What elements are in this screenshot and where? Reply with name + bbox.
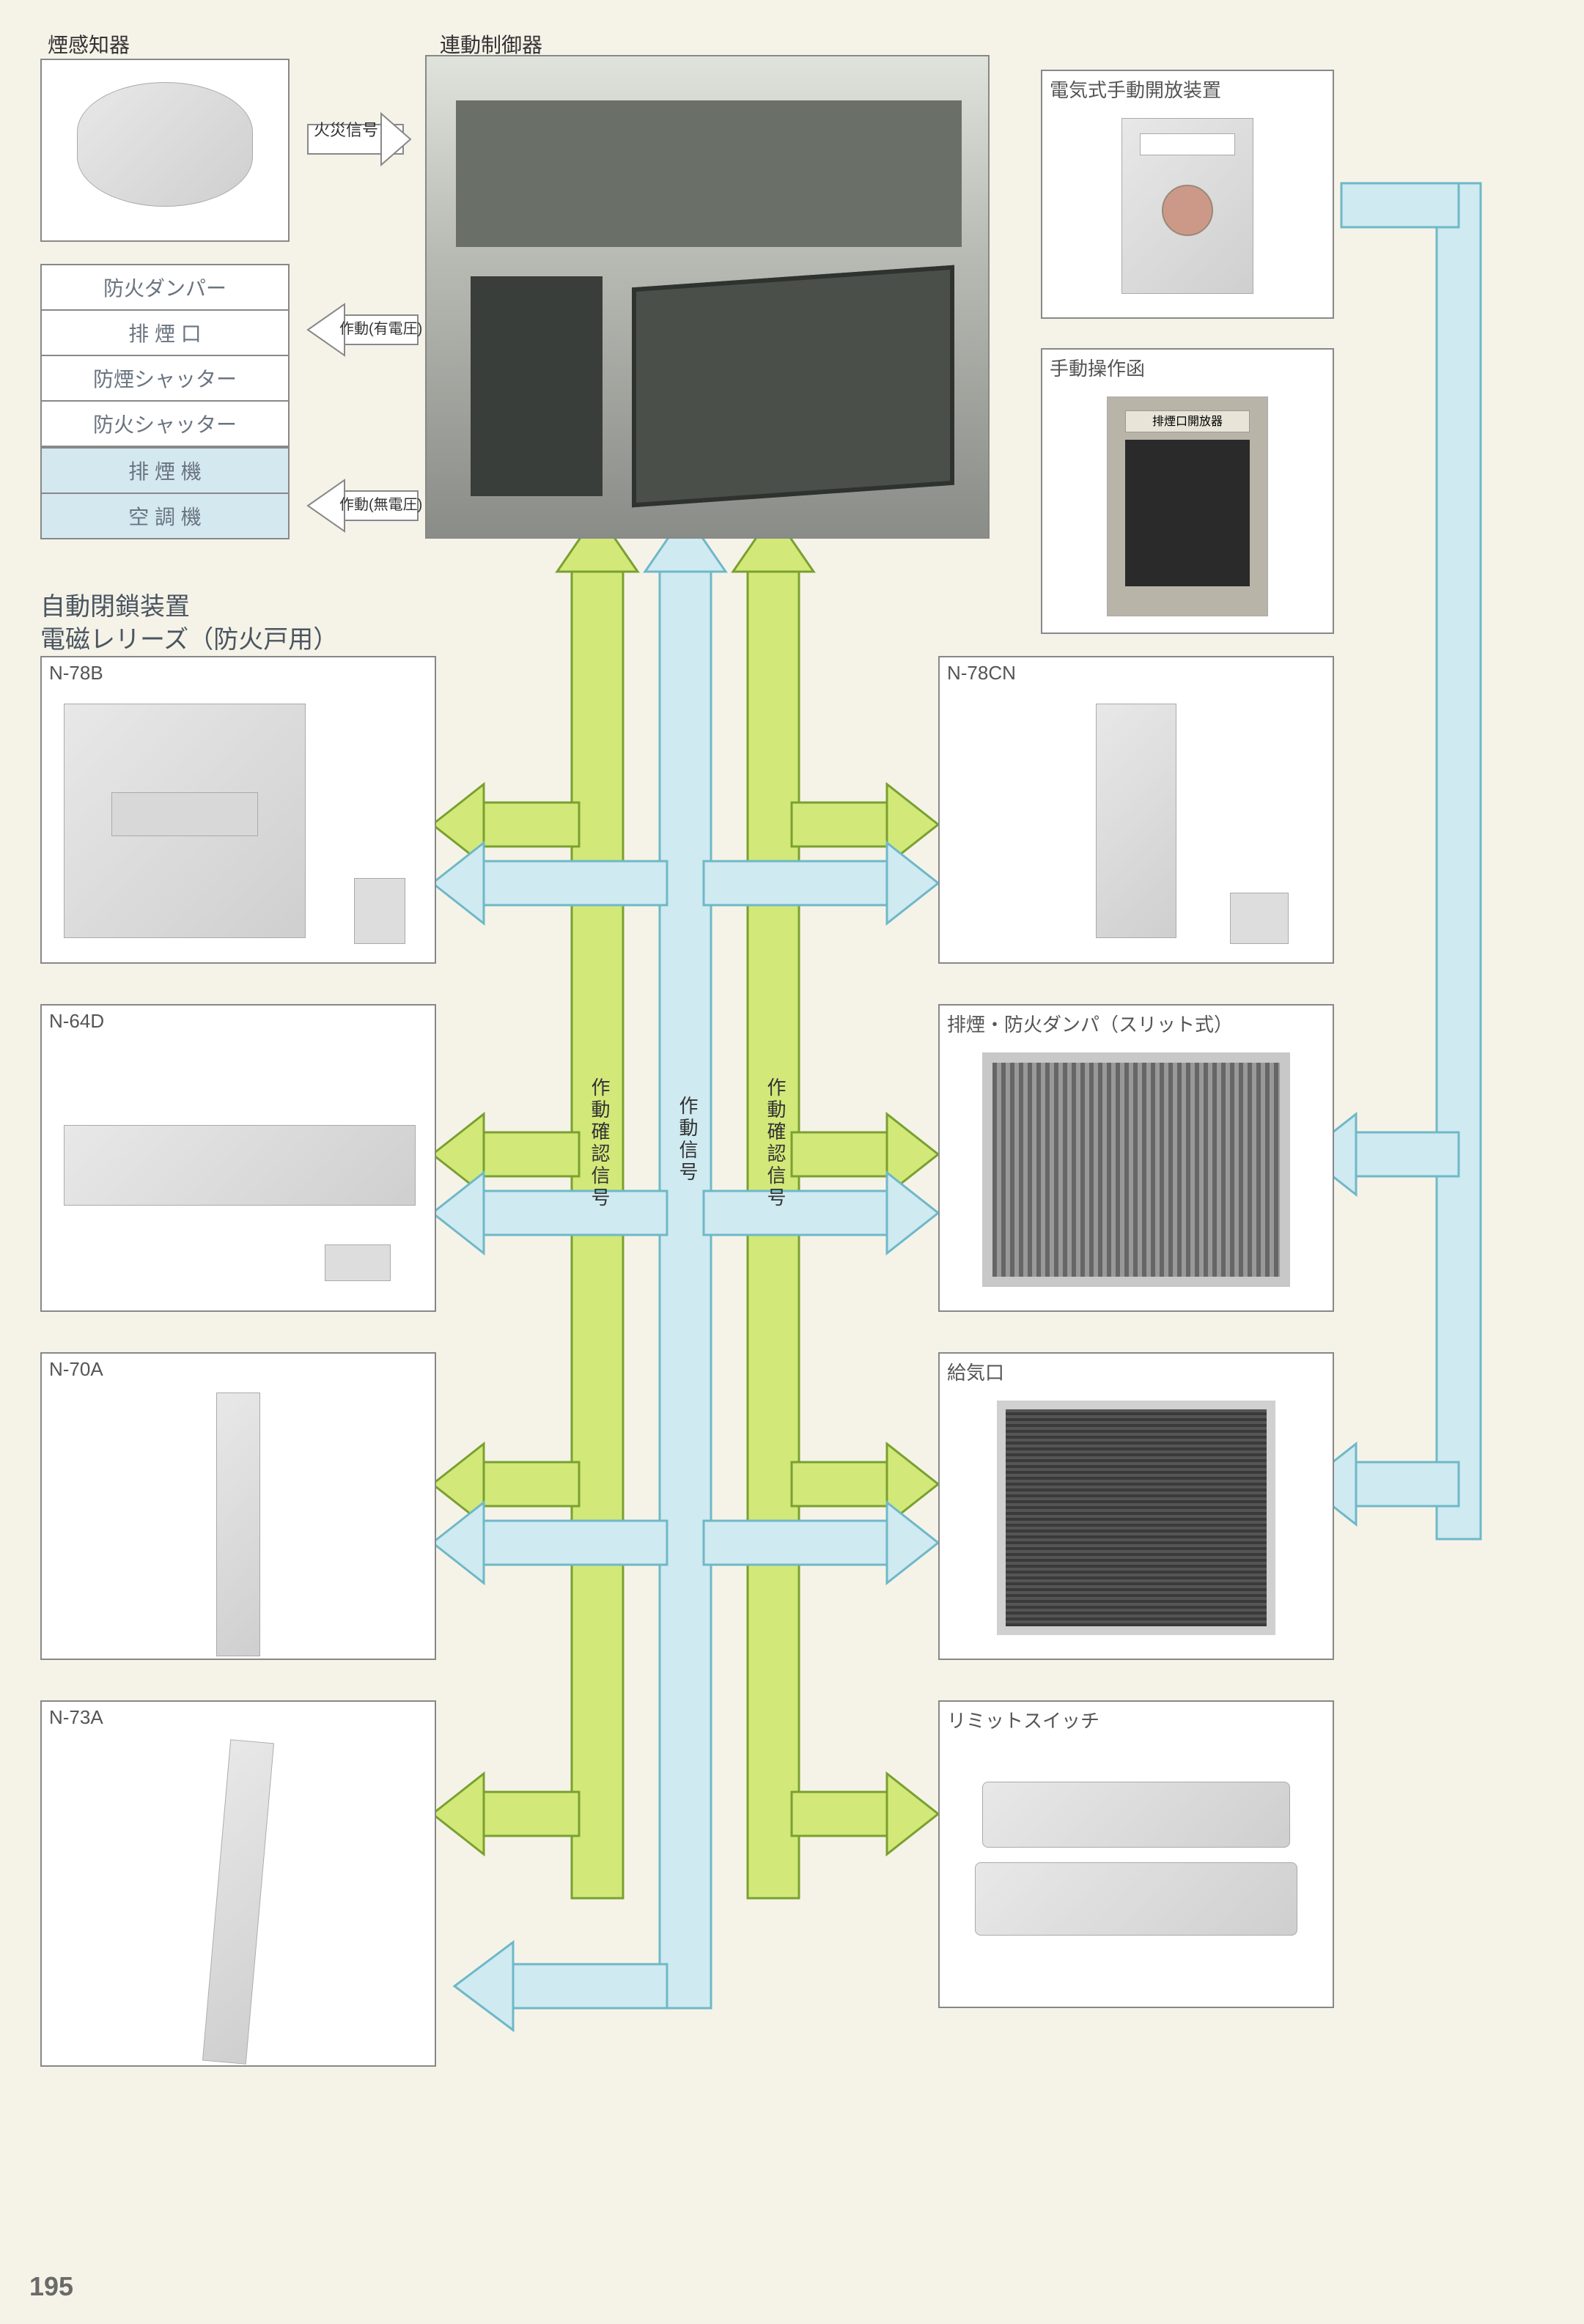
fire-signal-label: 火災信号 — [314, 117, 378, 141]
manual-operation-box: 手動操作函 排煙口開放器 — [1041, 348, 1334, 634]
page-number: 195 — [29, 2271, 73, 2302]
smoke-detector-label: 煙感知器 — [48, 29, 130, 59]
list2-row-1: 空 調 機 — [42, 494, 288, 538]
center-label-right: 作動確認信号 — [762, 1077, 789, 1209]
electric-manual-device — [1121, 118, 1253, 294]
product-n64d: N-64D — [40, 1004, 436, 1312]
product-n73a: N-73A — [40, 1700, 436, 2067]
product-n78cn-code: N-78CN — [940, 657, 1333, 689]
list1-row-3: 防火シャッター — [42, 402, 288, 446]
product-limit-switch: リミットスイッチ — [938, 1700, 1334, 2008]
manual-operation-device: 排煙口開放器 — [1107, 396, 1268, 616]
list-group-2: 排 煙 機 空 調 機 — [40, 447, 290, 539]
product-n70a: N-70A — [40, 1352, 436, 1660]
product-n64d-code: N-64D — [42, 1006, 435, 1037]
manual-operation-label: 手動操作函 — [1042, 350, 1333, 386]
list2-row-0: 排 煙 機 — [42, 449, 288, 494]
product-n78b: N-78B — [40, 656, 436, 964]
smoke-detector-device — [77, 82, 253, 207]
list1-row-0: 防火ダンパー — [42, 265, 288, 311]
action-novolt-label: 作動(無電圧) — [339, 493, 422, 514]
controller-label: 連動制御器 — [440, 29, 542, 59]
product-supply: 給気口 — [938, 1352, 1334, 1660]
product-damper: 排煙・防火ダンパ（スリット式） — [938, 1004, 1334, 1312]
manual-panel-label: 排煙口開放器 — [1125, 410, 1250, 432]
product-limit-label: リミットスイッチ — [940, 1702, 1333, 1738]
product-n78b-code: N-78B — [42, 657, 435, 689]
smoke-detector-box — [40, 59, 290, 242]
electric-manual-label: 電気式手動開放装置 — [1042, 71, 1333, 107]
center-label-left: 作動確認信号 — [586, 1077, 614, 1209]
center-label-mid: 作動信号 — [674, 1096, 701, 1184]
product-damper-label: 排煙・防火ダンパ（スリット式） — [940, 1006, 1333, 1041]
section-title-1: 自動閉鎖装置 — [40, 586, 190, 622]
list1-row-1: 排 煙 口 — [42, 311, 288, 356]
product-n70a-code: N-70A — [42, 1354, 435, 1385]
product-n73a-code: N-73A — [42, 1702, 435, 1733]
electric-manual-box: 電気式手動開放装置 — [1041, 70, 1334, 319]
controller-photo — [425, 55, 990, 539]
list1-row-2: 防煙シャッター — [42, 356, 288, 402]
section-title-2: 電磁レリーズ（防火戸用） — [40, 619, 338, 655]
action-volt-label: 作動(有電圧) — [339, 317, 422, 338]
product-n78cn: N-78CN — [938, 656, 1334, 964]
product-supply-label: 給気口 — [940, 1354, 1333, 1390]
list-group-1: 防火ダンパー 排 煙 口 防煙シャッター 防火シャッター — [40, 264, 290, 447]
